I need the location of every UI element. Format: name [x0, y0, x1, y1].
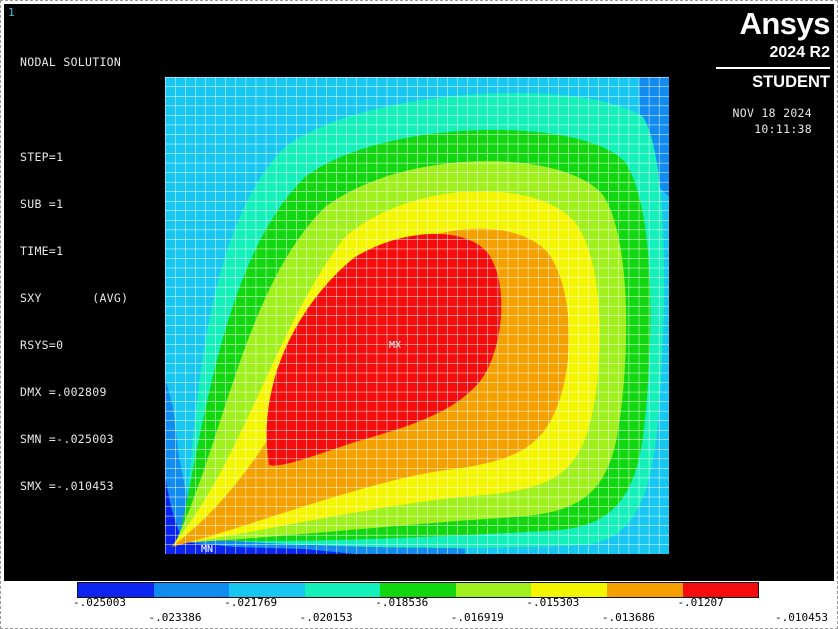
legend-tick-1: -.023386 [148, 611, 202, 624]
legend-swatch-5 [455, 583, 532, 597]
legend-swatch-7 [606, 583, 683, 597]
spacer [20, 103, 128, 119]
legend-tick-6: -.015303 [526, 596, 580, 609]
info-dmx: DMX =.002809 [20, 385, 107, 400]
info-smn: SMN =-.025003 [20, 432, 114, 447]
info-smx: SMX =-.010453 [20, 479, 114, 494]
min-marker: MN [201, 544, 213, 554]
student-edition-label: STUDENT [752, 73, 830, 91]
result-title: NODAL SOLUTION [20, 55, 122, 70]
legend-tick-9: -.010453 [775, 611, 828, 624]
ansys-branding: Ansys 2024 R2 STUDENT [710, 6, 831, 92]
legend-swatch-0 [78, 583, 154, 597]
legend-tick-5: -.016919 [450, 611, 504, 624]
legend-tick-labels: -.025003 -.023386 -.021769 -.020153 -.018536… [0, 596, 838, 629]
legend-swatch-8 [682, 583, 759, 597]
info-substep: SUB =1 [20, 196, 64, 211]
legend-swatch-4 [380, 583, 456, 597]
legend-swatch-3 [304, 583, 381, 597]
legend-tick-2: -.021769 [224, 596, 278, 609]
date-label: NOV 18 2024 [732, 106, 812, 120]
info-rsys: RSYS=0 [20, 337, 64, 352]
time-label: 10:11:38 [754, 122, 812, 136]
legend-swatch-2 [229, 583, 305, 597]
timestamp-block: NOV 18 2024 10:11:38 [733, 105, 812, 137]
result-info-block: NODAL SOLUTION STEP=1 SUB =1 TIME=1 SXY … [20, 24, 128, 526]
legend-swatch-1 [153, 583, 230, 597]
contour-plot[interactable]: MX MN [165, 77, 669, 554]
window-number: 1 [8, 6, 15, 19]
legend-tick-3: -.020153 [299, 611, 353, 624]
legend-tick-8: -.01207 [677, 596, 724, 609]
info-step: STEP=1 [20, 149, 64, 164]
contour-legend-bar [77, 582, 759, 598]
legend-tick-0: -.025003 [73, 596, 126, 609]
graphics-viewport[interactable]: 1 NODAL SOLUTION STEP=1 SUB =1 TIME=1 SX… [4, 4, 834, 581]
info-time: TIME=1 [20, 243, 64, 258]
ansys-logo: Ansys [739, 6, 830, 41]
branding-divider [716, 67, 830, 69]
max-marker: MX [389, 340, 401, 351]
element-mesh [165, 77, 669, 554]
legend-tick-7: -.013686 [601, 611, 655, 624]
info-result-item: SXY (AVG) [20, 290, 129, 305]
legend-swatch-6 [531, 583, 607, 597]
legend-tick-4: -.018536 [375, 596, 429, 609]
ansys-version: 2024 R2 [769, 44, 831, 61]
